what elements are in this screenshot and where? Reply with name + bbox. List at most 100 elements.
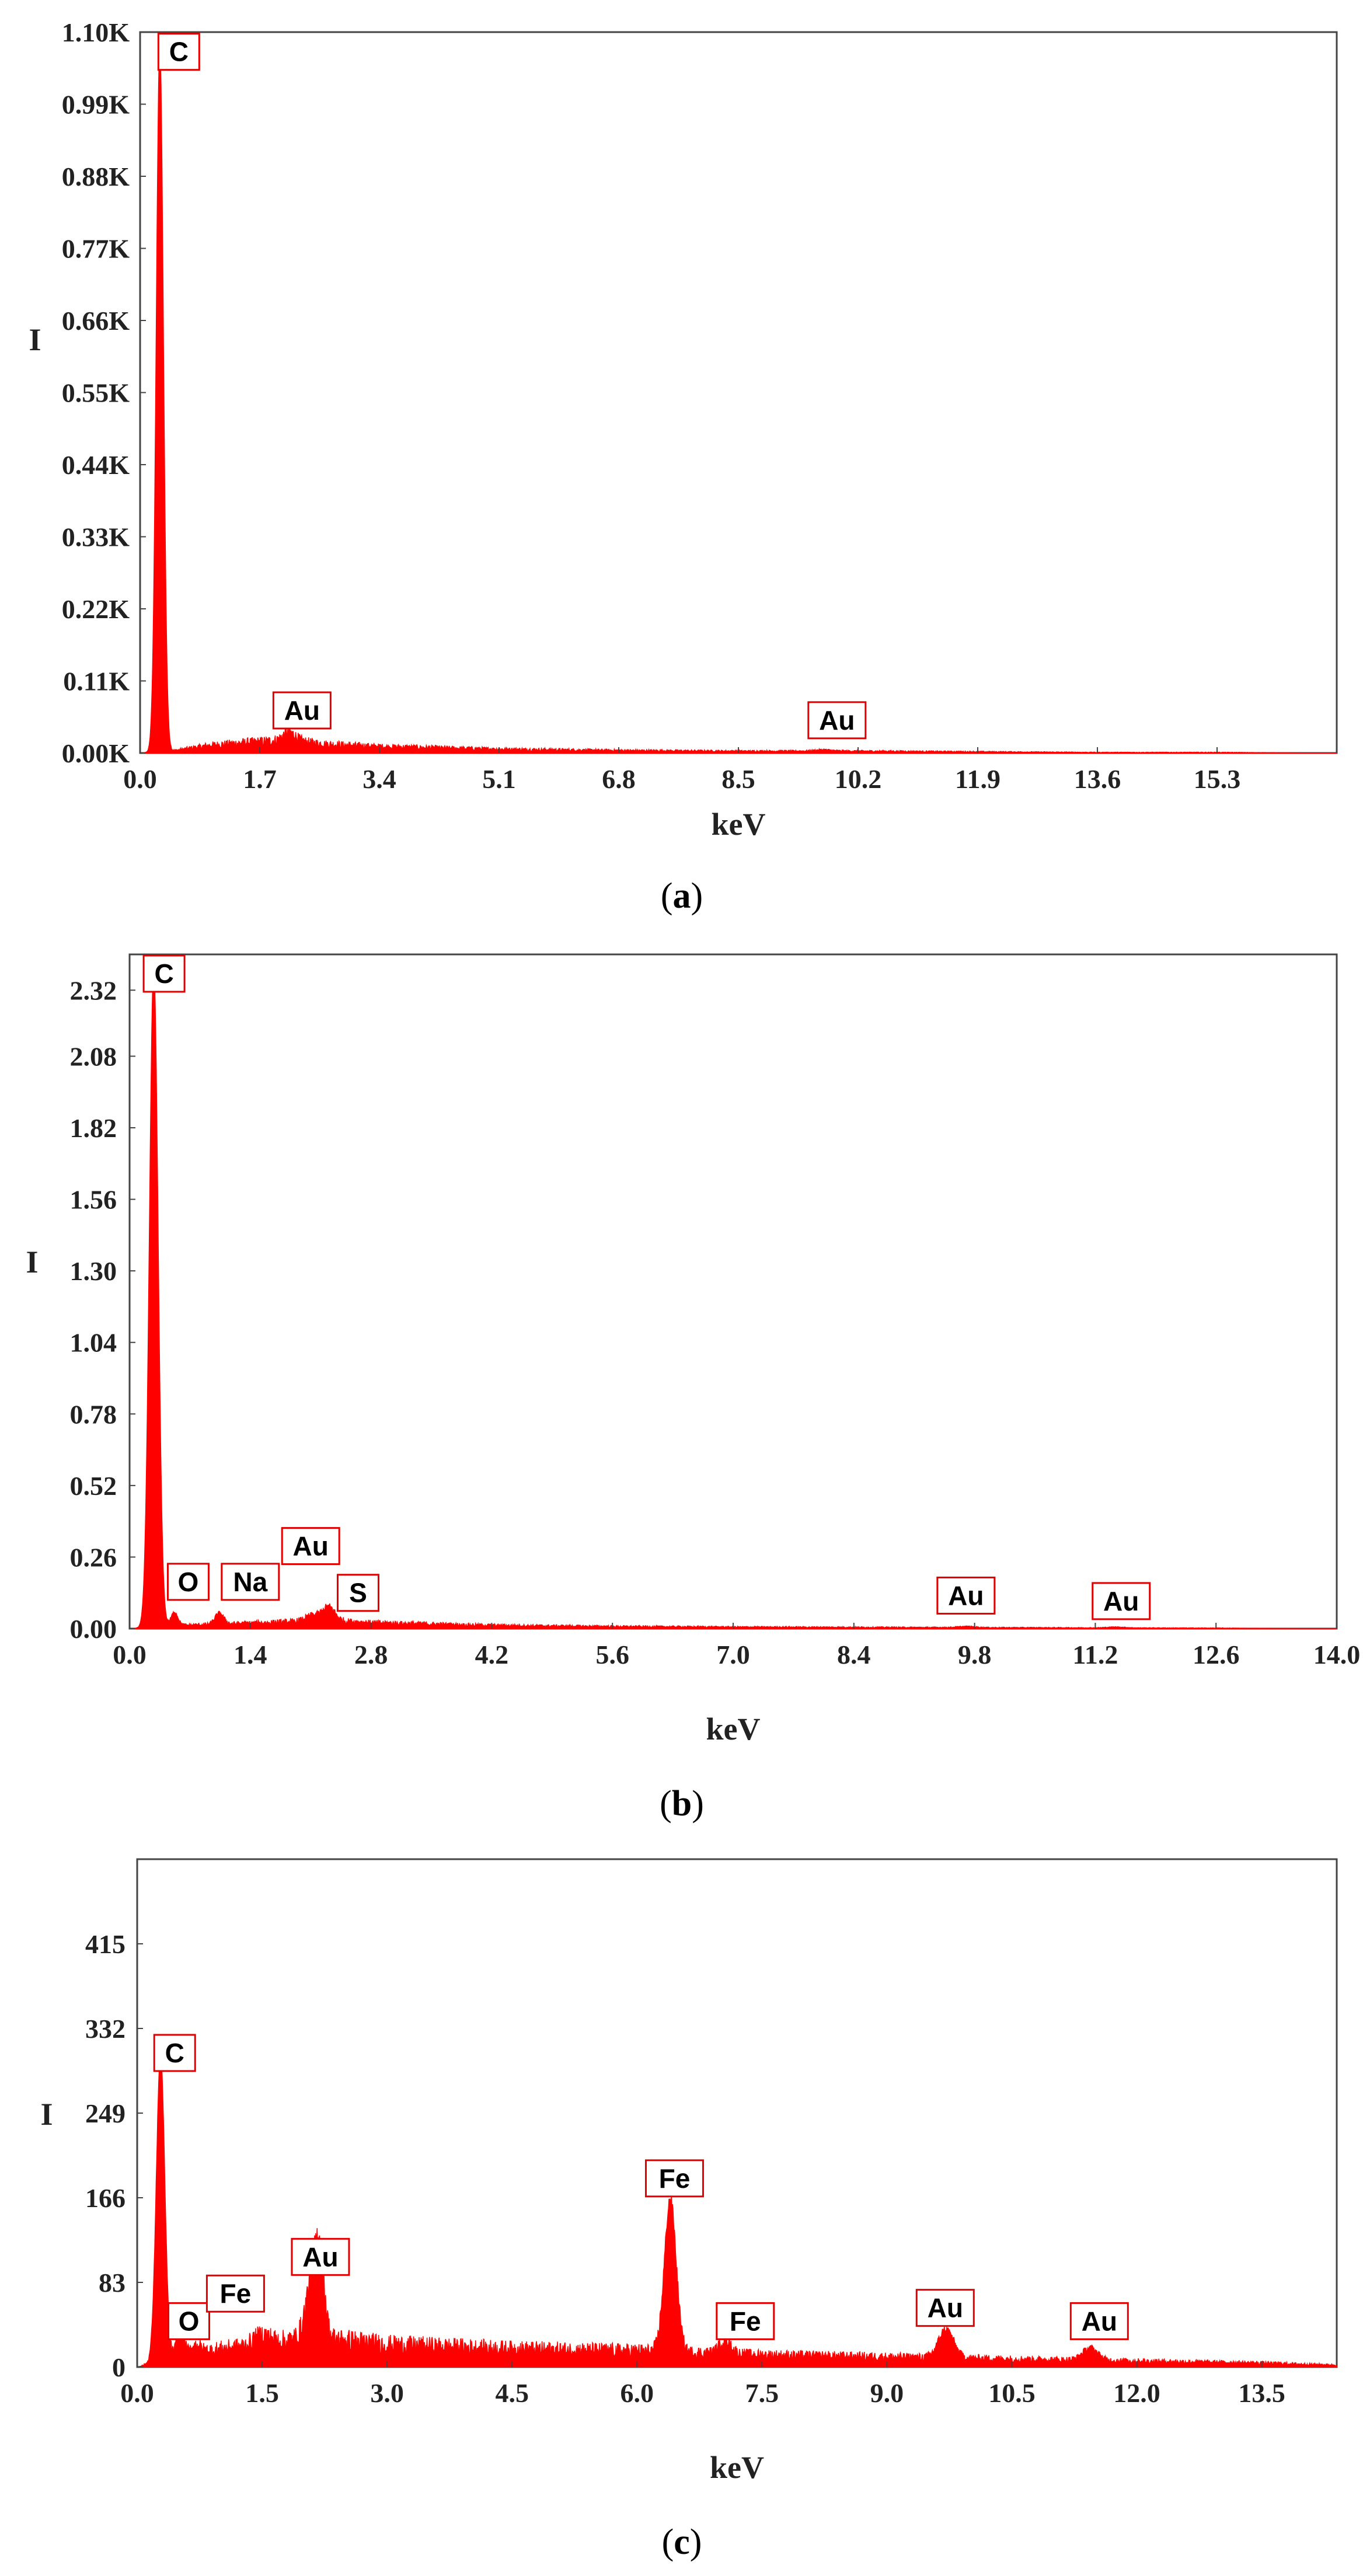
peak-label-box <box>142 954 186 993</box>
y-tick-label: 0.55K <box>62 378 130 408</box>
peak-label-text: Au <box>284 695 320 726</box>
peak-label: C <box>153 2034 196 2072</box>
peak-label: Fe <box>716 2302 775 2340</box>
panel-caption: (c) <box>662 2522 702 2562</box>
panel-caption: (b) <box>660 1784 704 1824</box>
peak-label-box <box>1069 2302 1129 2340</box>
y-axis-title: I <box>26 1245 38 1280</box>
peak-label-text: C <box>165 2038 184 2068</box>
y-tick-label: 0.66K <box>62 306 130 336</box>
x-tick-label: 1.7 <box>243 764 277 794</box>
x-tick-label: 4.2 <box>475 1640 509 1669</box>
y-tick-label: 0.52 <box>70 1471 117 1501</box>
x-tick-label: 14.0 <box>1313 1640 1361 1669</box>
x-tick-label: 4.5 <box>495 2378 529 2408</box>
peak-label-box <box>157 33 200 71</box>
peak-label-text: Au <box>302 2242 338 2272</box>
peak-label: Fe <box>205 2274 265 2313</box>
peak-label-text: Au <box>819 705 855 735</box>
y-axis-title: I <box>40 2097 53 2132</box>
peak-label-text: Au <box>293 1531 329 1561</box>
y-tick-label: 2.32 <box>70 975 117 1005</box>
plot-frame <box>139 31 1338 754</box>
peak-label-box <box>205 2274 265 2313</box>
peak-label: Au <box>1092 1582 1151 1620</box>
y-tick-label: 0.00 <box>70 1614 117 1644</box>
y-axis-title: I <box>29 322 41 357</box>
peak-label-box <box>336 1574 379 1612</box>
x-tick-label: 12.6 <box>1193 1640 1240 1669</box>
x-tick-label: 5.1 <box>482 764 516 794</box>
x-tick-label: 15.3 <box>1194 764 1241 794</box>
plot-frame <box>136 1858 1338 2368</box>
x-tick-label: 3.0 <box>370 2378 404 2408</box>
peak-label: Na <box>221 1563 280 1601</box>
x-tick-label: 2.8 <box>354 1640 388 1669</box>
y-tick-label: 0.11K <box>63 667 130 696</box>
panel-caption: (a) <box>661 876 703 916</box>
peak-label: C <box>157 33 200 71</box>
peak-label: O <box>166 1563 210 1601</box>
peak-label-text: Na <box>233 1567 267 1597</box>
peak-label: Au <box>281 1527 340 1566</box>
peak-label-text: O <box>179 2306 200 2336</box>
peak-label-box <box>153 2034 196 2072</box>
y-tick-label: 0 <box>112 2352 126 2382</box>
x-tick-label: 6.0 <box>621 2378 654 2408</box>
x-axis-title: keV <box>712 807 766 842</box>
y-tick-label: 2.08 <box>70 1041 117 1071</box>
peak-label-box <box>281 1527 340 1566</box>
x-axis-title: keV <box>710 2450 764 2485</box>
y-tick-label: 1.30 <box>70 1256 117 1286</box>
x-tick-label: 9.0 <box>870 2378 904 2408</box>
x-tick-label: 11.2 <box>1072 1640 1118 1669</box>
peak-label-box <box>221 1563 280 1601</box>
x-axis-title: keV <box>706 1711 761 1747</box>
y-tick-label: 0.77K <box>62 234 130 264</box>
y-tick-label: 1.10K <box>62 18 130 47</box>
chart-panel-b: 0.00 0.26 0.52 0.78 1.04 1.30 1.56 1.82 2.08 2.32… <box>26 953 1361 1824</box>
y-tick-label: 415 <box>85 1929 126 1959</box>
peak-label-text: Au <box>1082 2306 1117 2336</box>
y-tick-label: 1.82 <box>70 1113 117 1143</box>
x-tick-label: 10.2 <box>835 764 882 794</box>
x-tick-label: 13.6 <box>1074 764 1121 794</box>
x-tick-label: 10.5 <box>988 2378 1036 2408</box>
x-tick-label: 8.4 <box>837 1640 871 1669</box>
peak-label-box <box>936 1576 996 1615</box>
y-tick-label: 0.88K <box>62 162 130 191</box>
spectrum-series <box>137 2054 1337 2368</box>
x-tick-label: 0.0 <box>113 1640 147 1669</box>
peak-label: O <box>167 2302 210 2340</box>
x-tick-label: 7.0 <box>716 1640 750 1669</box>
chart-panel-a: 0.00K 0.11K 0.22K 0.33K 0.44K 0.55K 0.66K 0.77K… <box>29 18 1338 916</box>
peak-label-text: C <box>169 37 189 67</box>
peak-label-box <box>1092 1582 1151 1620</box>
chart-panel-c: 0 83 166 249 332 415 0.0 1.5 3.0 4.5 6.0 7.5 9.0 10.5… <box>40 1858 1338 2562</box>
y-tick-label: 1.04 <box>70 1328 117 1358</box>
peak-label-box <box>807 701 867 740</box>
x-tick-label: 5.6 <box>595 1640 629 1669</box>
x-tick-label: 0.0 <box>123 764 157 794</box>
y-tick-label: 332 <box>85 2014 126 2044</box>
peak-label-text: Au <box>928 2293 963 2323</box>
x-tick-label: 8.5 <box>721 764 755 794</box>
peak-label-box <box>915 2289 975 2327</box>
peak-label: Au <box>936 1576 996 1615</box>
peak-label-text: S <box>349 1578 367 1608</box>
y-tick-label: 0.33K <box>62 522 130 552</box>
peak-label: S <box>336 1574 379 1612</box>
y-tick-label: 83 <box>99 2268 126 2298</box>
peak-label-box <box>291 2237 350 2276</box>
x-tick-label: 0.0 <box>120 2378 154 2408</box>
peak-label: Au <box>807 701 867 740</box>
peak-label-text: Au <box>1103 1586 1139 1616</box>
y-tick-label: 0.00K <box>62 738 130 768</box>
peak-label-text: Fe <box>730 2306 761 2336</box>
x-tick-label: 7.5 <box>745 2378 779 2408</box>
y-tick-label: 249 <box>85 2099 126 2128</box>
peak-label-text: Fe <box>220 2278 252 2309</box>
peak-label-text: O <box>178 1567 199 1597</box>
y-tick-label: 0.44K <box>62 450 130 480</box>
